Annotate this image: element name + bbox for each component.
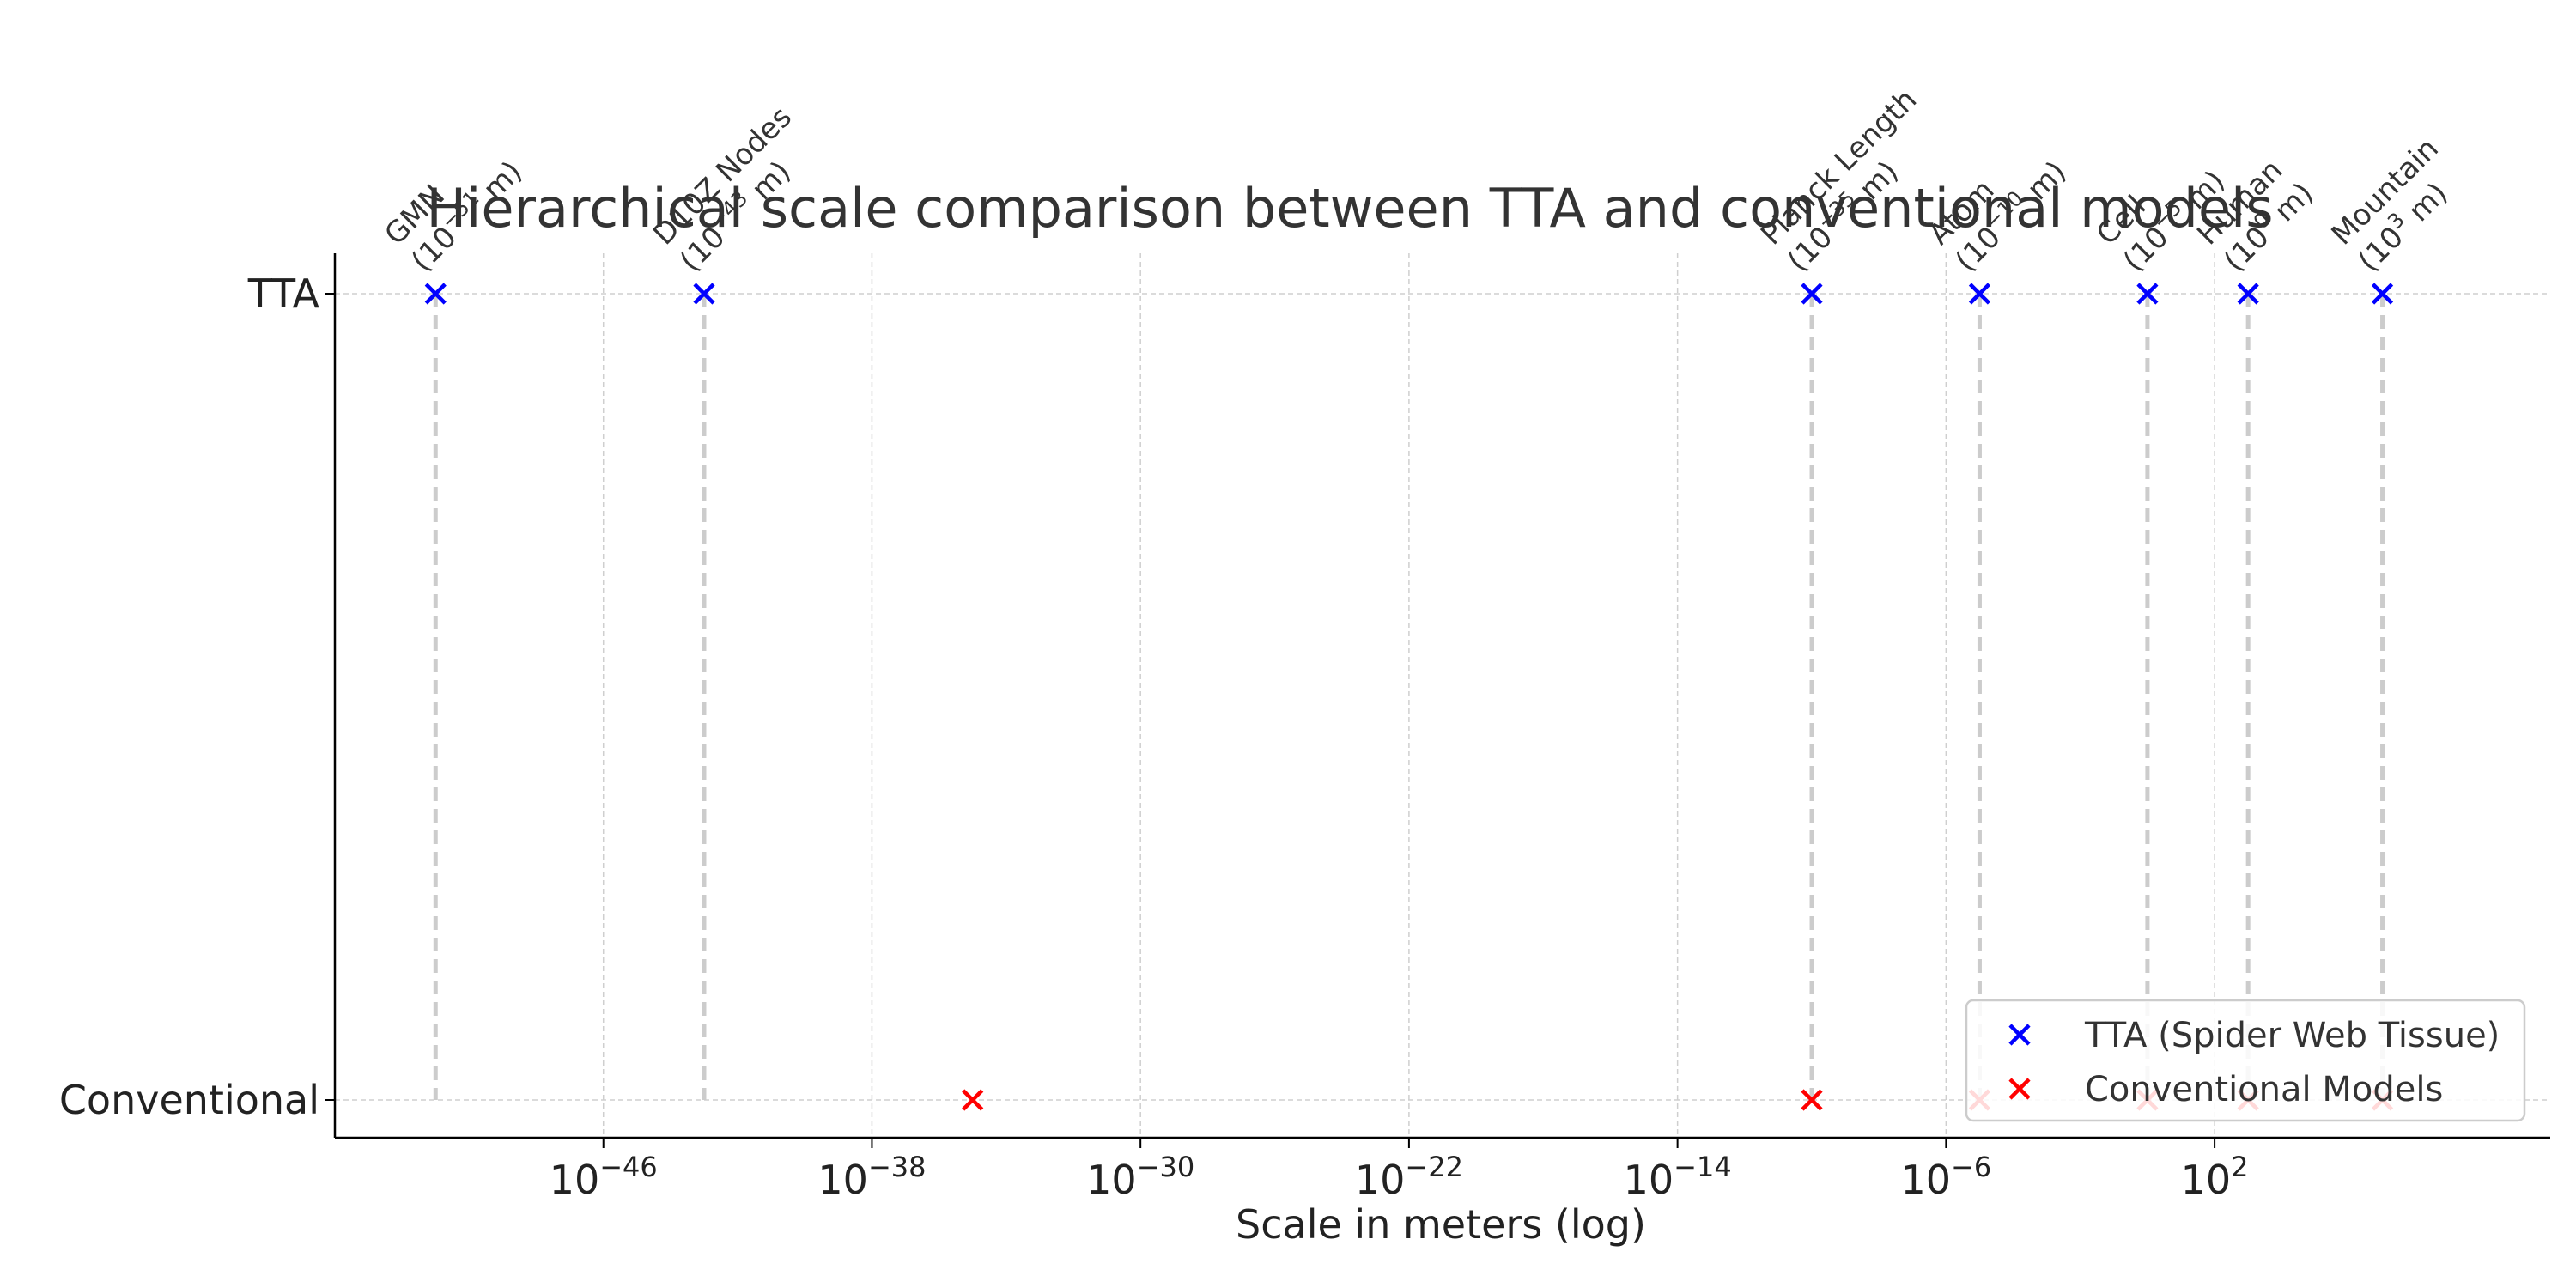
x-tick-label: 10−22 <box>1355 1151 1463 1203</box>
data-point <box>1801 1089 1823 1111</box>
x-tick-label: 102 <box>2181 1151 2249 1203</box>
x-tick-label: 10−38 <box>817 1151 926 1203</box>
x-axis-label: Scale in meters (log) <box>1236 1201 1646 1248</box>
axes <box>333 253 2550 1139</box>
legend: TTA (Spider Web Tissue) Conventional Mode… <box>1965 999 2526 1122</box>
data-point <box>2136 283 2159 305</box>
legend-marker <box>2008 1024 2031 1046</box>
x-tick-label: 10−14 <box>1624 1151 1732 1203</box>
data-point <box>2371 283 2394 305</box>
x-tick-label: 10−6 <box>1901 1151 1992 1203</box>
data-point <box>693 283 715 305</box>
data-point <box>2237 283 2259 305</box>
axis-ticks: 10−46 10−38 10−30 10−22 10−14 10−6 102 TTA Conve… <box>59 270 2249 1203</box>
x-tick-label: 10−46 <box>550 1151 658 1203</box>
scale-annotation-label: Mountain(103 m) <box>2325 131 2472 278</box>
y-tick-label: Conventional <box>59 1077 319 1123</box>
chart-title: Hierarchical scale comparison between TT… <box>426 177 2273 240</box>
legend-marker <box>2008 1078 2031 1100</box>
legend-box <box>1965 999 2526 1122</box>
scale-drop-lines <box>433 294 2385 1100</box>
data-point <box>1968 283 1991 305</box>
x-tick-label: 10−30 <box>1086 1151 1194 1203</box>
y-tick-label: TTA <box>247 270 320 317</box>
legend-label: TTA (Spider Web Tissue) <box>2084 1016 2500 1055</box>
data-point <box>424 283 447 305</box>
data-point <box>1801 283 1823 305</box>
data-point <box>962 1089 984 1111</box>
legend-label: Conventional Models <box>2085 1070 2443 1109</box>
